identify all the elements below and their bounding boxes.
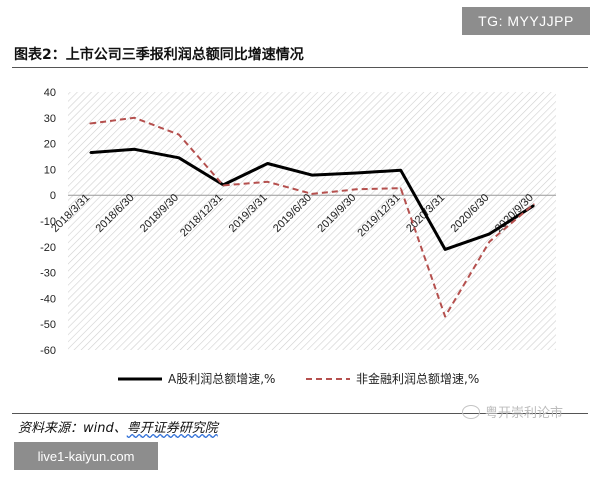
series-1-point [178,156,180,159]
series-1-point [488,233,491,235]
series-2-point [266,180,269,183]
plot-area [68,92,556,350]
series-2-point [133,117,136,119]
y-tick-label: -60 [40,345,56,357]
source-org: 粤开证券研究院 [126,421,218,436]
series-1-point [89,151,91,154]
series-2-point [222,184,225,187]
series-1-point [355,172,358,174]
series-2-point [178,133,180,136]
account-watermark-text: 粤开崇利论市 [485,406,564,421]
series-1-point [133,148,136,151]
series-2-point [89,122,91,125]
series-2-point [311,193,313,195]
y-tick-label: 10 [44,164,56,176]
legend-label-1: A股利润总额增速,% [168,372,275,386]
tg-watermark: TG: MYYJJPP [462,7,590,35]
series-2-point [444,315,446,318]
legend: A股利润总额增速,% 非金融利润总额增速,% [118,371,479,386]
y-tick-label: -40 [40,293,56,305]
chat-bubble-icon [462,404,480,419]
source-prefix: 资料来源：wind、 [18,421,127,436]
series-1-point [399,169,402,171]
y-axis-ticks: 40 30 20 10 0 -10 -20 -30 -40 -50 -60 [40,87,56,357]
legend-label-2: 非金融利润总额增速,% [356,371,479,386]
y-tick-label: 40 [44,87,56,99]
y-tick-label: -20 [40,242,56,254]
y-tick-label: -10 [40,216,56,228]
series-1-point [266,162,269,165]
series-2-point [355,188,358,191]
site-watermark: live1-kaiyun.com [14,442,158,470]
series-1-point [311,174,313,176]
account-watermark: 粤开崇利论市 [462,402,563,421]
y-tick-label: -50 [40,319,56,331]
y-tick-label: 0 [50,190,56,202]
series-2-point [399,187,402,190]
source-divider [12,413,588,414]
series-1-point [533,204,535,207]
y-tick-label: -30 [40,268,56,280]
series-lines [89,116,535,318]
figure-title: 图表2：上市公司三季报利润总额同比增速情况 [14,47,304,63]
series-2-point [488,240,491,243]
series-1-point [444,248,446,251]
source-note: 资料来源：wind、粤开证券研究院 [18,417,218,436]
y-tick-label: 30 [44,113,56,125]
series-2-point [533,203,535,206]
y-tick-label: 20 [44,139,56,151]
title-divider [12,67,588,68]
